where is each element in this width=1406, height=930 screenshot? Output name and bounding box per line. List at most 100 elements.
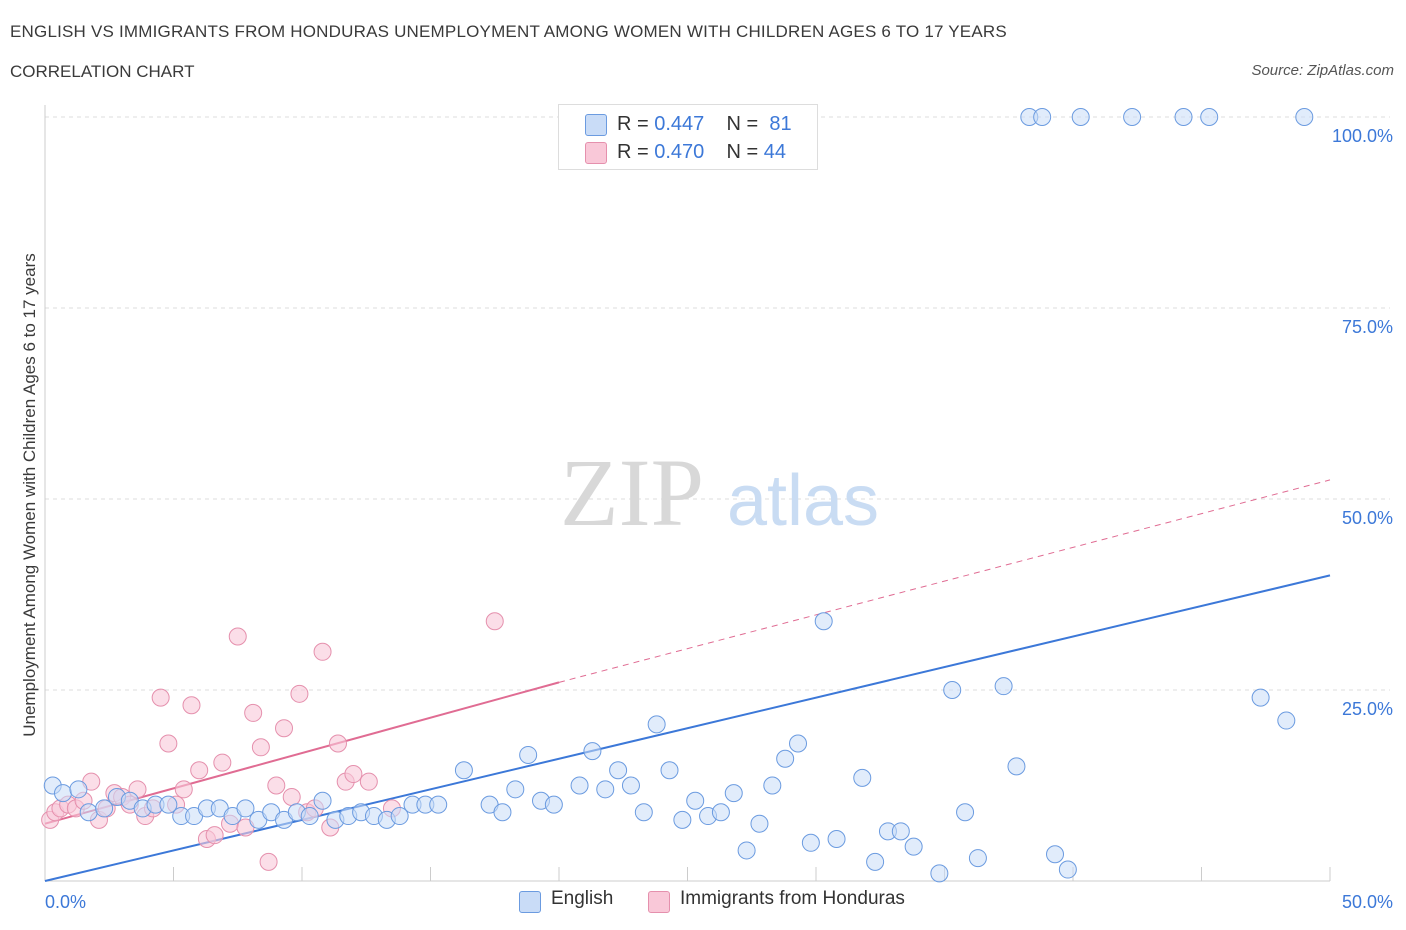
chart-title: ENGLISH VS IMMIGRANTS FROM HONDURAS UNEM…	[10, 22, 1007, 41]
watermark-zip: ZIP	[560, 439, 704, 546]
english-point	[390, 807, 409, 826]
english-point	[1033, 108, 1052, 126]
english-point	[956, 803, 975, 822]
honduras-point	[485, 612, 504, 631]
english-point	[429, 795, 448, 814]
english-point	[1123, 108, 1142, 126]
honduras-point	[151, 688, 170, 707]
chart-subtitle: CORRELATION CHART	[10, 62, 195, 81]
english-point	[609, 761, 628, 780]
english-point	[866, 852, 885, 871]
legend-english-text: R = 0.447 N = 81	[617, 113, 792, 136]
honduras-swatch	[585, 142, 607, 164]
honduras-point	[259, 852, 278, 871]
honduras-point	[182, 696, 201, 715]
y-tick-label: 25.0%	[1342, 699, 1393, 719]
english-point	[236, 799, 255, 818]
legend-honduras-r-value: 0.470	[654, 141, 705, 163]
legend-english-n-value: 81	[769, 113, 792, 135]
honduras-point	[251, 738, 270, 757]
english-point	[930, 864, 949, 883]
english-point	[53, 784, 72, 803]
english-point	[1251, 688, 1270, 707]
legend-english-r-label: R =	[617, 113, 655, 135]
english-point	[1046, 845, 1065, 864]
english-point	[968, 849, 987, 868]
legend-honduras-n-label: N =	[726, 141, 764, 163]
english-point	[750, 814, 769, 833]
legend-honduras-n-value: 44	[763, 141, 787, 163]
english-point	[570, 776, 589, 795]
y-tick-label: 50.0%	[1342, 508, 1393, 528]
english-point	[95, 799, 114, 818]
english-point	[621, 776, 640, 795]
axes	[44, 105, 1331, 882]
english-point	[454, 761, 473, 780]
english-point	[506, 780, 525, 799]
english-point	[711, 803, 730, 822]
english-point	[69, 780, 88, 799]
honduras-point	[205, 826, 224, 845]
english-point	[827, 829, 846, 848]
english-point	[904, 837, 923, 856]
legend-english-n-label: N =	[726, 113, 764, 135]
x-tick-label-min: 0.0%	[45, 892, 86, 912]
legend-honduras-text: R = 0.470 N = 44	[617, 141, 786, 164]
english-point	[1071, 108, 1090, 126]
english-point	[891, 822, 910, 841]
english-point	[673, 810, 692, 829]
honduras-point	[213, 753, 232, 772]
english-point	[686, 791, 705, 810]
english-point	[660, 761, 679, 780]
honduras-point	[328, 734, 347, 753]
honduras-point	[359, 772, 378, 791]
english-point	[1174, 108, 1193, 126]
english-point	[801, 833, 820, 852]
english-point	[763, 776, 782, 795]
english-point	[1295, 108, 1314, 126]
honduras-point	[275, 719, 294, 738]
english-point	[1200, 108, 1219, 126]
honduras-trend-extension	[558, 479, 1331, 683]
honduras-point	[290, 684, 309, 703]
bottom-english-swatch	[519, 891, 541, 913]
honduras-point	[244, 703, 263, 722]
honduras-point	[282, 787, 301, 806]
watermark: ZIP atlas	[560, 439, 879, 546]
y-axis-label: Unemployment Among Women with Children A…	[20, 253, 39, 737]
english-point	[159, 795, 178, 814]
honduras-point	[344, 765, 363, 784]
english-point	[994, 677, 1013, 696]
english-trend-line	[44, 574, 1331, 882]
english-points	[43, 108, 1314, 883]
y-tick-label: 75.0%	[1342, 317, 1393, 337]
honduras-point	[267, 776, 286, 795]
english-point	[943, 681, 962, 699]
bottom-honduras-label: Immigrants from Honduras	[680, 888, 905, 909]
x-tick-label-max: 50.0%	[1342, 892, 1393, 912]
honduras-point	[313, 642, 332, 661]
english-point	[853, 768, 872, 787]
english-point	[814, 612, 833, 631]
source-label: Source: ZipAtlas.com	[1251, 62, 1394, 79]
english-point	[634, 803, 653, 822]
watermark-atlas: atlas	[727, 461, 879, 541]
honduras-point	[174, 780, 193, 799]
legend-honduras-r-label: R =	[617, 141, 655, 163]
english-point	[313, 791, 332, 810]
english-point	[519, 745, 538, 764]
english-point	[79, 803, 98, 822]
honduras-point	[190, 761, 209, 780]
english-point	[647, 715, 666, 734]
bottom-english-label: English	[551, 888, 614, 909]
honduras-point	[159, 734, 178, 753]
correlation-legend: R = 0.447 N = 81 R = 0.470 N = 44	[558, 104, 818, 170]
english-point	[724, 784, 743, 803]
english-point	[544, 795, 563, 814]
english-point	[1058, 860, 1077, 879]
english-point	[300, 807, 319, 826]
english-point	[583, 742, 602, 761]
english-point	[596, 780, 615, 799]
english-point	[1007, 757, 1026, 776]
